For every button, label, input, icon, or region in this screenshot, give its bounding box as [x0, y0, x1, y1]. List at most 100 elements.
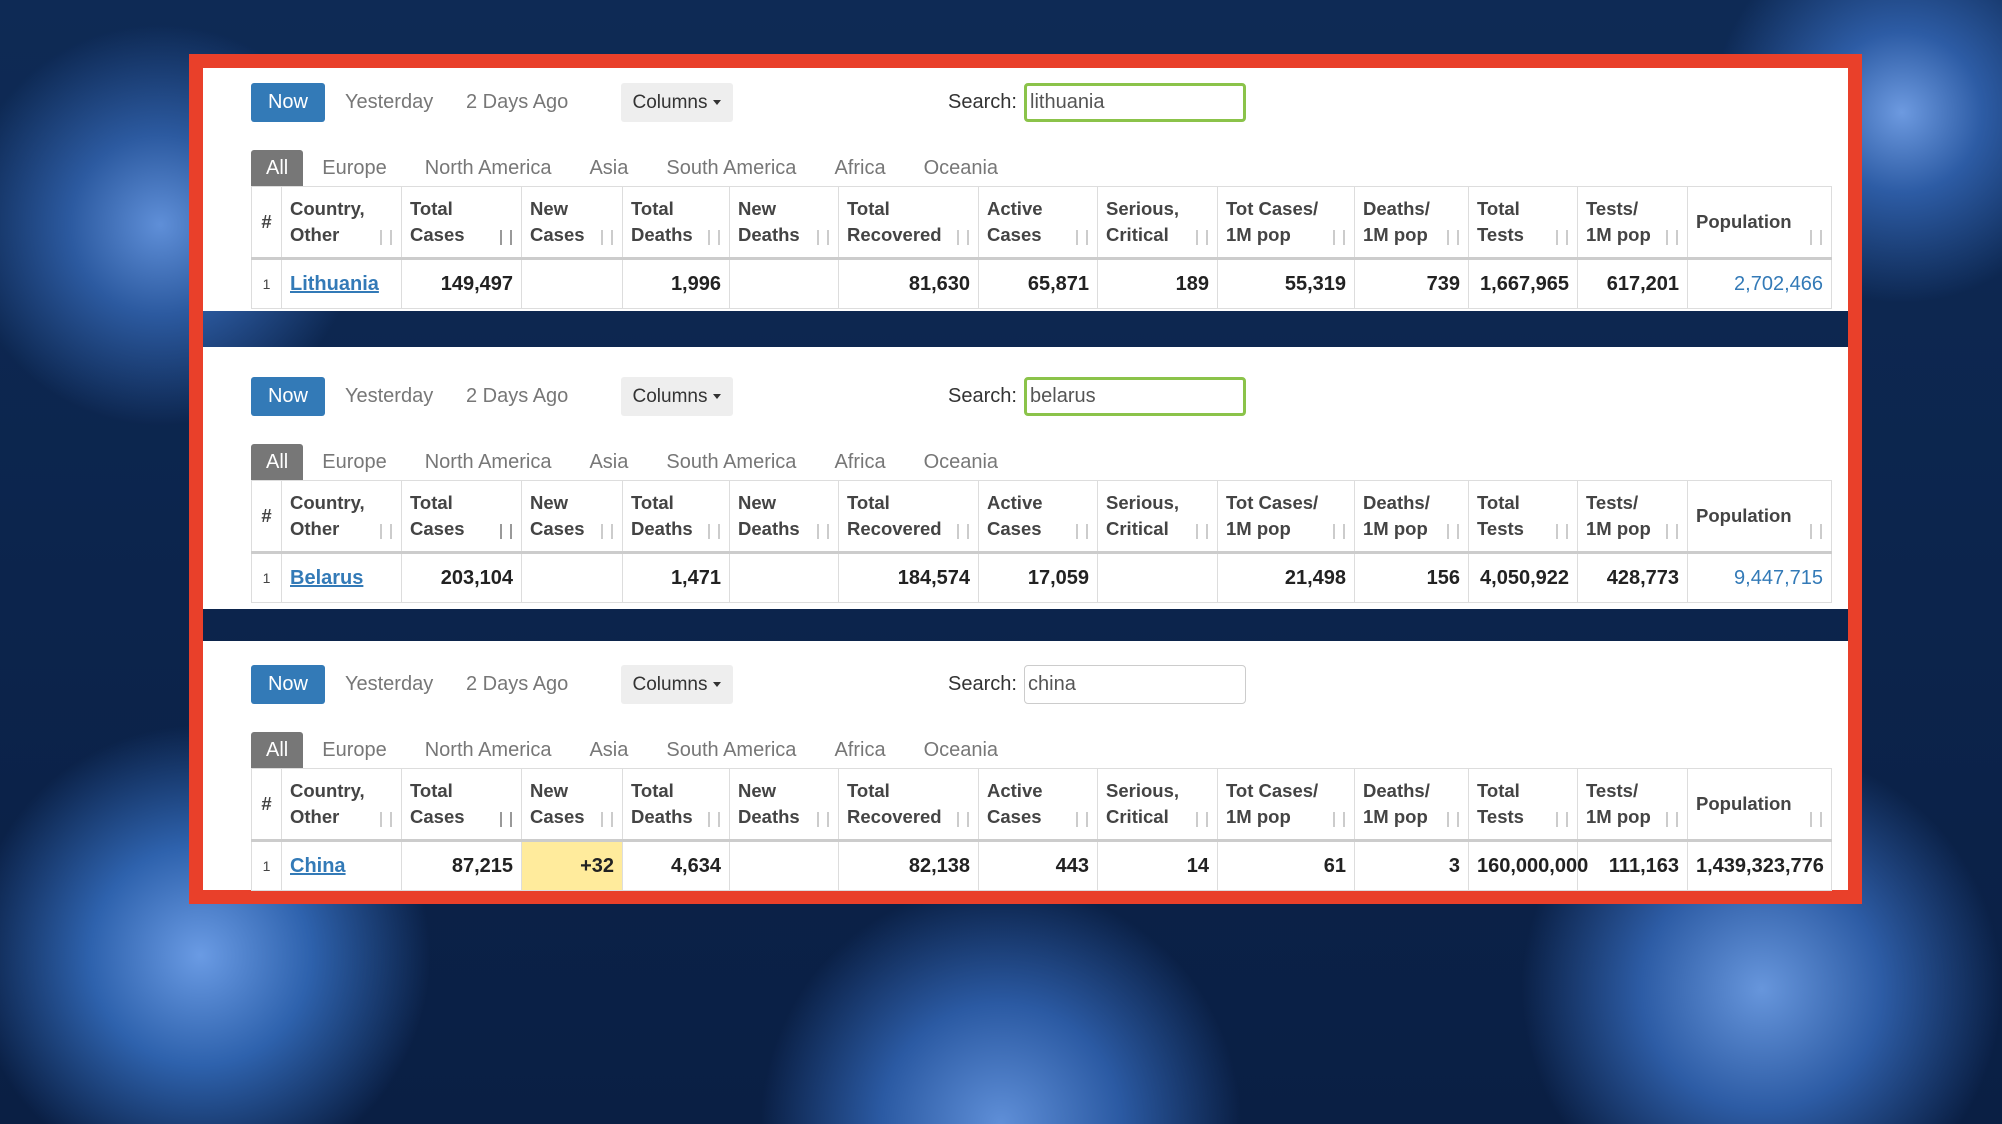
yesterday-button[interactable]: Yesterday [345, 385, 434, 407]
column-header[interactable]: Total Recovered [838, 480, 979, 554]
column-header[interactable]: Total Deaths [622, 186, 730, 260]
region-tab[interactable]: Asia [589, 157, 629, 179]
data-cell: 2,702,466 [1687, 258, 1832, 309]
now-button[interactable]: Now [251, 377, 325, 416]
region-tab[interactable]: South America [666, 157, 797, 179]
data-cell: 189 [1097, 258, 1218, 309]
region-tab[interactable]: Asia [589, 739, 629, 761]
region-tab[interactable]: North America [424, 157, 552, 179]
country-link[interactable]: China [290, 854, 346, 877]
sort-icon [817, 812, 829, 827]
data-cell: +32 [521, 840, 623, 891]
column-header[interactable]: Country, Other [281, 480, 402, 554]
column-header[interactable]: New Cases [521, 186, 623, 260]
region-tab[interactable]: Europe [322, 451, 387, 473]
now-button[interactable]: Now [251, 83, 325, 122]
column-header[interactable]: Total Tests [1468, 186, 1578, 260]
region-tab[interactable]: North America [424, 739, 552, 761]
column-header[interactable]: Total Recovered [838, 186, 979, 260]
region-tab[interactable]: Oceania [923, 157, 999, 179]
sort-icon [1556, 524, 1568, 539]
screenshot-frame: Now Yesterday 2 Days Ago Columns Search: lith… [189, 54, 1862, 904]
region-tab[interactable]: Africa [834, 157, 886, 179]
sort-icon [1810, 230, 1822, 245]
column-header[interactable]: Total Cases [401, 480, 522, 554]
data-cell: 739 [1354, 258, 1469, 309]
column-header[interactable]: Deaths/ 1M pop [1354, 768, 1469, 842]
column-header[interactable]: Total Recovered [838, 768, 979, 842]
region-tab[interactable]: All [251, 444, 304, 480]
region-tab[interactable]: Africa [834, 451, 886, 473]
column-header[interactable]: Total Cases [401, 768, 522, 842]
region-tab[interactable]: Oceania [923, 451, 999, 473]
sort-icon [1076, 230, 1088, 245]
region-tab[interactable]: Europe [322, 739, 387, 761]
now-button[interactable]: Now [251, 665, 325, 704]
column-header[interactable]: Population [1687, 480, 1832, 554]
region-tab[interactable]: North America [424, 451, 552, 473]
two-days-ago-button[interactable]: 2 Days Ago [466, 673, 569, 695]
column-header[interactable]: Tot Cases/ 1M pop [1217, 186, 1355, 260]
search-input[interactable]: belarus [1024, 377, 1246, 416]
region-tab[interactable]: Africa [834, 739, 886, 761]
column-header[interactable]: Active Cases [978, 480, 1098, 554]
country-cell: China [281, 840, 402, 891]
column-header[interactable]: Tests/ 1M pop [1577, 768, 1688, 842]
data-cell: 14 [1097, 840, 1218, 891]
column-header[interactable]: Active Cases [978, 186, 1098, 260]
two-days-ago-button[interactable]: 2 Days Ago [466, 385, 569, 407]
sort-icon [1810, 812, 1822, 827]
search-input[interactable]: china [1024, 665, 1246, 704]
column-header[interactable]: Tot Cases/ 1M pop [1217, 768, 1355, 842]
region-tab[interactable]: Europe [322, 157, 387, 179]
column-header[interactable]: Total Tests [1468, 768, 1578, 842]
column-header[interactable]: New Deaths [729, 768, 839, 842]
country-link[interactable]: Lithuania [290, 272, 379, 295]
column-header[interactable]: Deaths/ 1M pop [1354, 186, 1469, 260]
column-header[interactable]: Population [1687, 186, 1832, 260]
column-header[interactable]: New Deaths [729, 480, 839, 554]
column-header[interactable]: Country, Other [281, 186, 402, 260]
column-header[interactable]: New Cases [521, 768, 623, 842]
region-tab[interactable]: All [251, 150, 304, 186]
column-header[interactable]: New Cases [521, 480, 623, 554]
column-header[interactable]: Population [1687, 768, 1832, 842]
table-panel: Now Yesterday 2 Days Ago Columns Search: chin… [203, 641, 1848, 891]
column-header[interactable]: Tot Cases/ 1M pop [1217, 480, 1355, 554]
column-header[interactable]: Total Tests [1468, 480, 1578, 554]
column-header[interactable]: Serious, Critical [1097, 480, 1218, 554]
region-tab[interactable]: South America [666, 451, 797, 473]
data-cell: 1,439,323,776 [1687, 840, 1832, 891]
region-tab[interactable]: Asia [589, 451, 629, 473]
column-header[interactable]: Serious, Critical [1097, 768, 1218, 842]
column-header[interactable]: Country, Other [281, 768, 402, 842]
columns-button[interactable]: Columns [621, 83, 733, 122]
column-header[interactable]: Active Cases [978, 768, 1098, 842]
column-header[interactable]: Total Cases [401, 186, 522, 260]
column-header[interactable]: Deaths/ 1M pop [1354, 480, 1469, 554]
sort-icon [1666, 524, 1678, 539]
data-cell: 17,059 [978, 552, 1098, 603]
column-header[interactable]: Serious, Critical [1097, 186, 1218, 260]
sort-icon [708, 230, 720, 245]
column-header[interactable]: Total Deaths [622, 480, 730, 554]
two-days-ago-button[interactable]: 2 Days Ago [466, 91, 569, 113]
yesterday-button[interactable]: Yesterday [345, 91, 434, 113]
column-header[interactable]: New Deaths [729, 186, 839, 260]
columns-button[interactable]: Columns [621, 377, 733, 416]
empty-cell [521, 258, 623, 309]
sort-icon [957, 812, 969, 827]
region-tab[interactable]: South America [666, 739, 797, 761]
sort-icon [1333, 812, 1345, 827]
region-tab[interactable]: Oceania [923, 739, 999, 761]
sort-icon [957, 230, 969, 245]
column-header[interactable]: Tests/ 1M pop [1577, 186, 1688, 260]
column-header[interactable]: Tests/ 1M pop [1577, 480, 1688, 554]
data-row: 1 China 87,215 +32 4,634 82,138 443 14 61 3 160,00… [251, 840, 1832, 891]
region-tab[interactable]: All [251, 732, 304, 768]
search-input[interactable]: lithuania [1024, 83, 1246, 122]
country-link[interactable]: Belarus [290, 566, 364, 589]
column-header[interactable]: Total Deaths [622, 768, 730, 842]
yesterday-button[interactable]: Yesterday [345, 673, 434, 695]
columns-button[interactable]: Columns [621, 665, 733, 704]
